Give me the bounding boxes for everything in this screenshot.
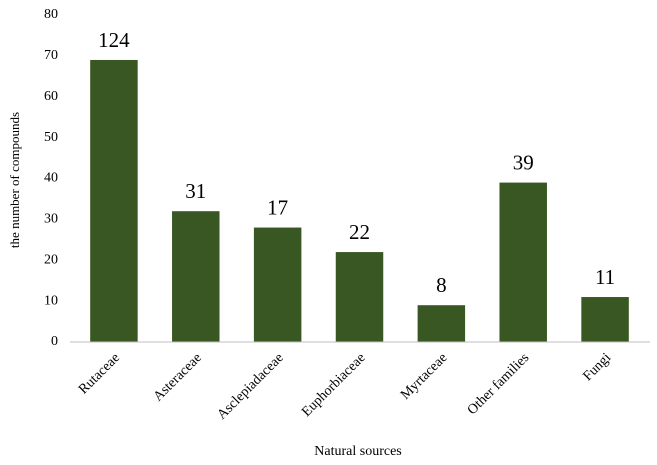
x-tick-label: Fungi xyxy=(580,350,614,384)
y-tick-label: 80 xyxy=(44,7,58,22)
y-tick-label: 70 xyxy=(44,48,58,63)
y-tick-label: 0 xyxy=(51,334,58,349)
bar xyxy=(335,252,384,342)
data-label: 22 xyxy=(349,220,370,244)
bar xyxy=(581,297,629,342)
x-tick-label: Rutaceae xyxy=(76,350,123,397)
x-tick-label: Euphorbiaceae xyxy=(299,350,368,419)
data-label: 39 xyxy=(513,150,534,174)
data-label: 31 xyxy=(185,179,206,203)
bar xyxy=(417,305,466,342)
x-tick-label: Myrtaceae xyxy=(398,350,450,402)
x-axis-label: Natural sources xyxy=(314,444,401,459)
data-label: 124 xyxy=(98,28,130,52)
x-tick-label: Asteraceae xyxy=(151,350,205,404)
y-axis-label: the number of compounds xyxy=(7,112,22,248)
bar xyxy=(253,227,302,342)
data-label: 8 xyxy=(436,273,447,297)
y-tick-label: 40 xyxy=(44,171,58,186)
bar xyxy=(172,211,220,342)
y-tick-label: 20 xyxy=(44,252,58,267)
data-label: 11 xyxy=(595,265,615,289)
data-label: 17 xyxy=(267,195,288,219)
y-tick-label: 60 xyxy=(44,89,58,104)
y-tick-label: 50 xyxy=(44,130,58,145)
y-tick-label: 10 xyxy=(44,293,58,308)
x-tick-label: Asclepiadaceae xyxy=(215,350,287,422)
y-tick-label: 30 xyxy=(44,212,58,227)
bar xyxy=(499,182,547,342)
bar xyxy=(90,59,138,343)
x-tick-label: Other families xyxy=(465,350,533,418)
